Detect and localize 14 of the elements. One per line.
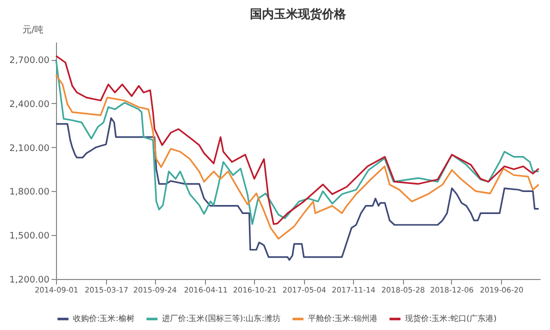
y-tick-label: 2,100.00 [9, 144, 50, 154]
chart-title: 国内玉米现货价格 [250, 7, 347, 21]
y-tick-label: 1,200.00 [9, 276, 50, 286]
y-tick-label: 1,500.00 [9, 232, 50, 242]
legend-label: 现货价:玉米:蛇口(广东港) [405, 314, 497, 323]
line-series [55, 117, 540, 261]
line-series [55, 74, 540, 240]
y-tick-label: 2,700.00 [9, 56, 50, 66]
legend-label: 进厂价:玉米(国标三等):山东:潍坊 [162, 314, 280, 323]
legend-label: 收购价:玉米:榆树 [73, 314, 134, 323]
y-tick-label: 2,400.00 [9, 100, 50, 110]
y-axis-title: 元/吨 [22, 24, 44, 36]
legend-label: 平舱价:玉米:锦州港 [308, 314, 378, 323]
y-tick-label: 1,800.00 [9, 188, 50, 198]
